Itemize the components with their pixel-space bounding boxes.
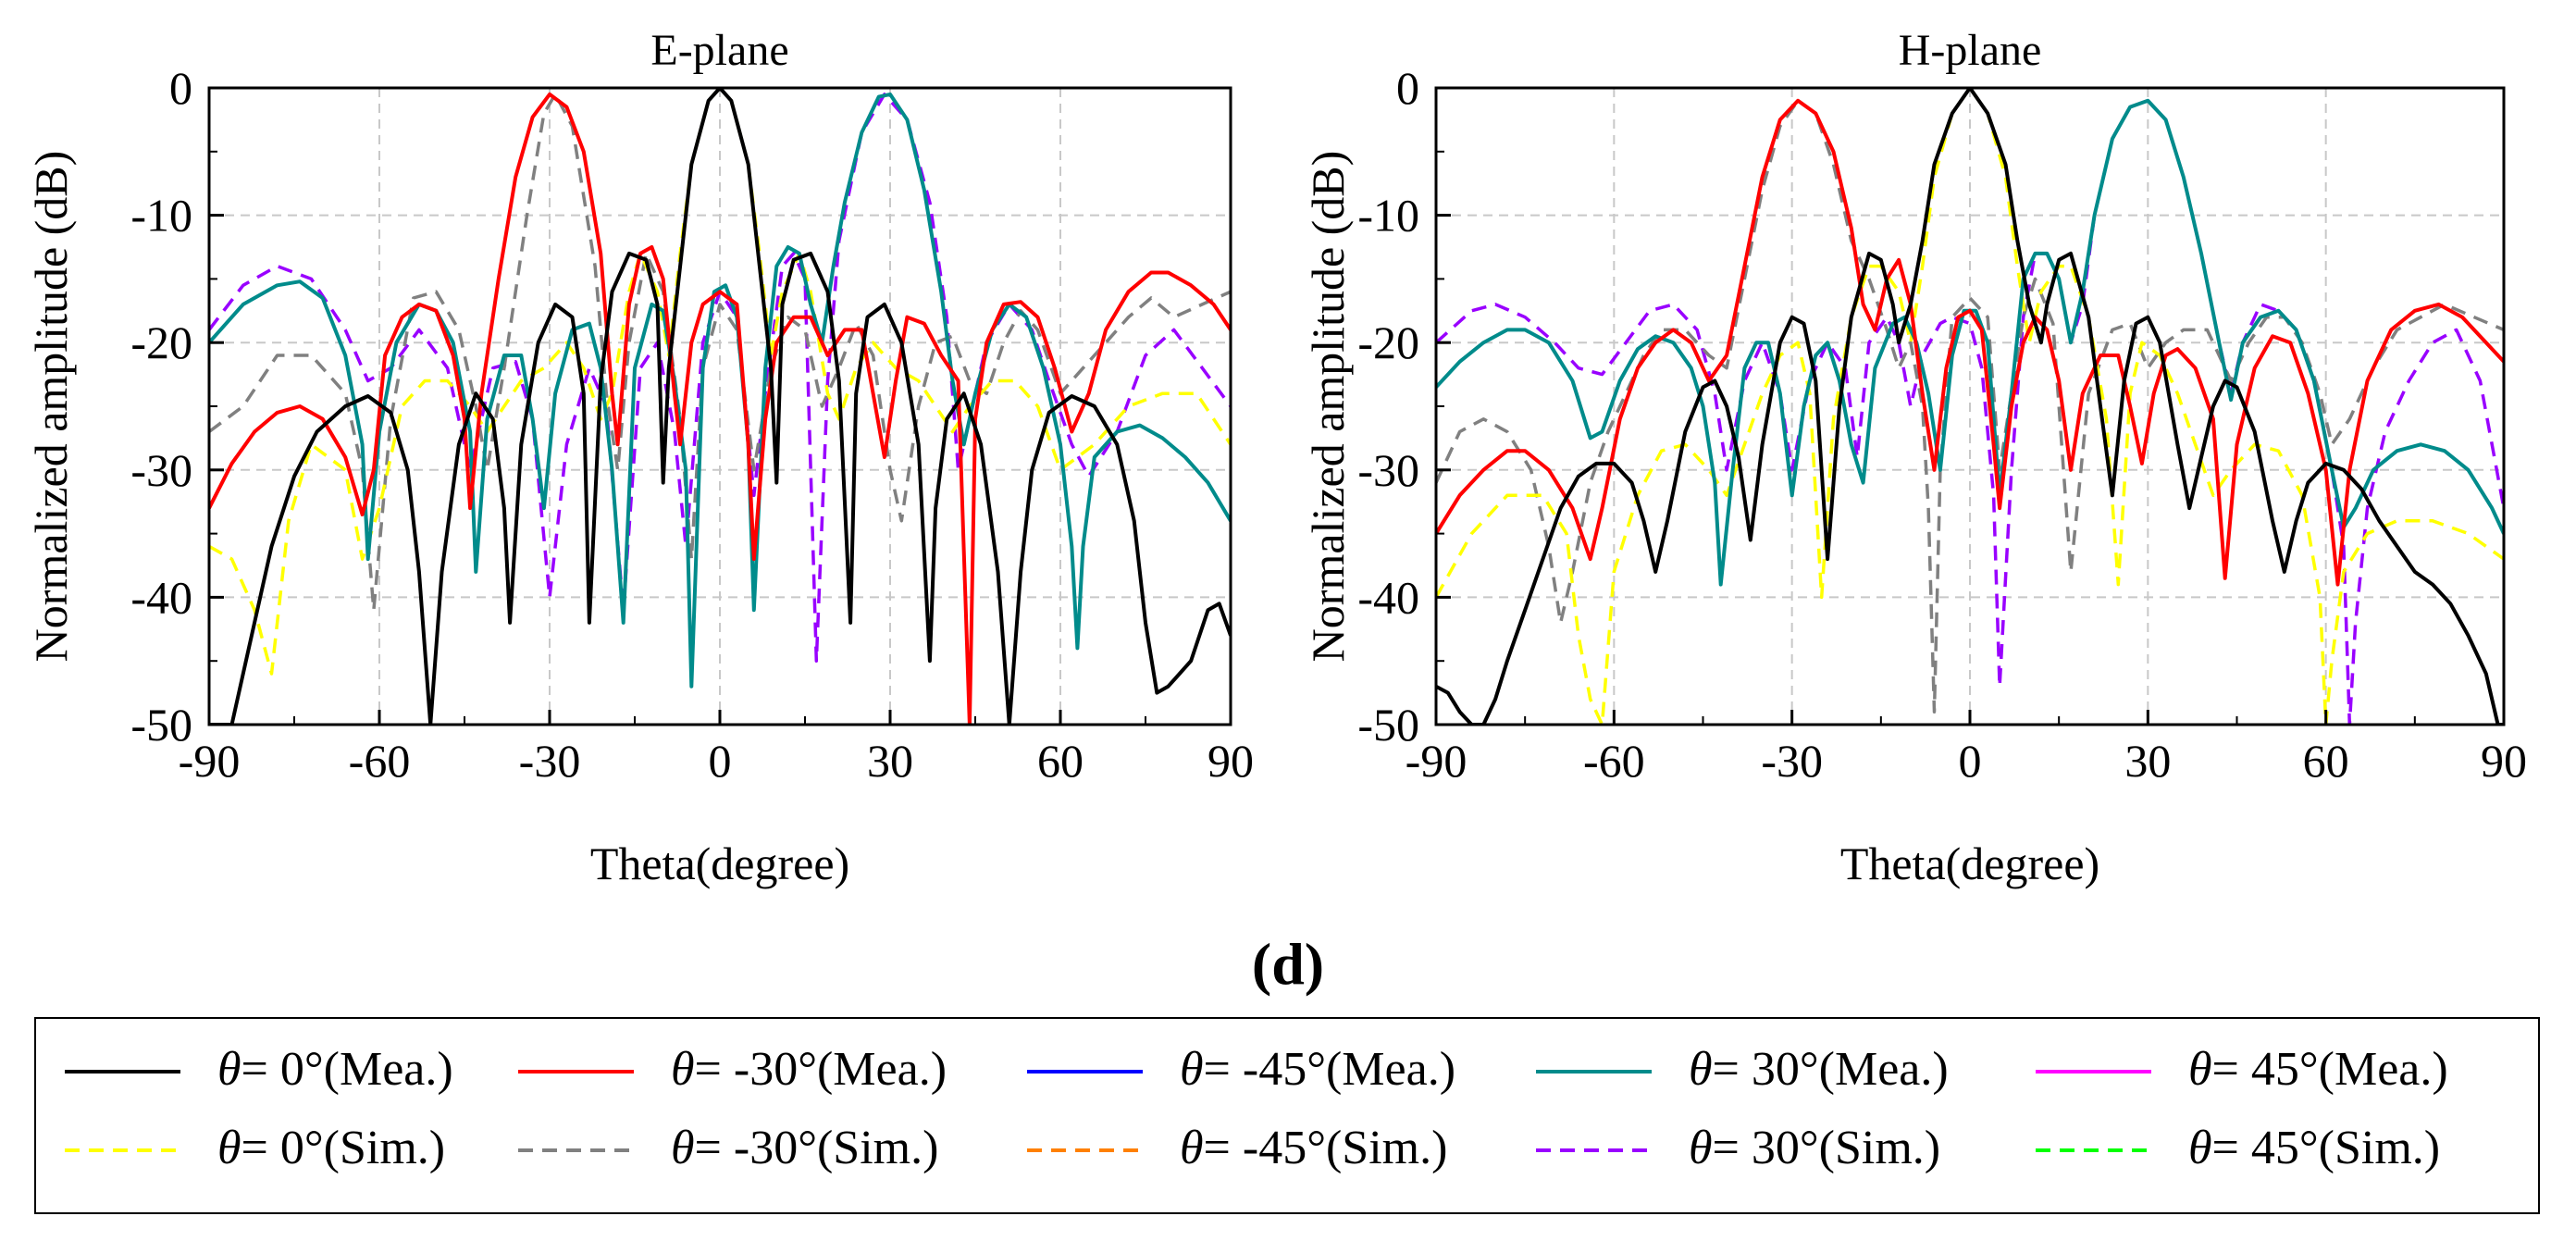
h-plane-xtick-label: 90 <box>2481 735 2527 787</box>
h-plane-ytick-label: 0 <box>1396 62 1419 114</box>
h-plane-ticks: -90 -60 -30 0 30 60 90 0 -10 -20 -30 -40 -50 <box>1357 62 2527 787</box>
h-plane-ytick-label: -40 <box>1357 571 1419 623</box>
e-plane-ytick-label: -20 <box>130 316 192 368</box>
legend-label-sim-m45: θ= -45°(Sim.) <box>1180 1122 1447 1174</box>
h-plane-title: H-plane <box>1899 26 2042 75</box>
legend-label-mea-m30: θ= -30°(Mea.) <box>671 1043 947 1096</box>
h-plane-ytick-label: -10 <box>1357 190 1419 242</box>
h-plane-series-sim-0 <box>1436 88 2504 725</box>
e-plane-series-mea-m30 <box>209 92 1231 725</box>
e-plane-ticks: -90 -60 -30 0 30 60 90 0 -10 -20 -30 -40 -50 <box>130 62 1254 787</box>
h-plane-series-mea-m30 <box>1436 98 2504 587</box>
legend-label-sim-0: θ= 0°(Sim.) <box>217 1122 445 1174</box>
h-plane-xtick-label: -30 <box>1761 735 1823 787</box>
e-plane-xtick-label: 90 <box>1208 735 1254 787</box>
e-plane-title: E-plane <box>650 26 788 75</box>
e-plane-xtick-label: -30 <box>519 735 581 787</box>
e-plane-xlabel: Theta(degree) <box>590 838 849 889</box>
legend-label-mea-45: θ= 45°(Mea.) <box>2188 1043 2448 1096</box>
e-plane-ytick-label: -50 <box>130 699 192 751</box>
h-plane-chart: -90 -60 -30 0 30 60 90 0 -10 -20 -30 -40 -50 H-plane… <box>1302 26 2527 889</box>
e-plane-xtick-label: 60 <box>1037 735 1084 787</box>
h-plane-xlabel: Theta(degree) <box>1840 838 2099 889</box>
legend-label-sim-m30: θ= -30°(Sim.) <box>671 1122 938 1174</box>
e-plane-ytick-label: 0 <box>169 62 192 114</box>
legend-label-mea-m45: θ= -45°(Mea.) <box>1180 1043 1455 1096</box>
legend-label-mea-30: θ= 30°(Mea.) <box>1689 1043 1949 1096</box>
panel-label: (d) <box>1252 931 1324 997</box>
legend-label-mea-0: θ= 0°(Mea.) <box>217 1043 453 1096</box>
legend-box <box>34 1017 2540 1214</box>
h-plane-xtick-label: -60 <box>1583 735 1645 787</box>
e-plane-ytick-label: -40 <box>130 571 192 623</box>
h-plane-series-mea-30 <box>1436 98 2504 587</box>
h-plane-series-sim-30 <box>1436 99 2504 725</box>
legend-label-sim-45: θ= 45°(Sim.) <box>2188 1122 2440 1174</box>
e-plane-xtick-label: -90 <box>179 735 241 787</box>
e-plane-series-mea-0 <box>209 88 1231 725</box>
h-plane-xtick-label: 0 <box>1959 735 1982 787</box>
legend-label-sim-30: θ= 30°(Sim.) <box>1689 1122 1940 1174</box>
e-plane-ylabel: Normalized amplitude (dB) <box>25 151 77 663</box>
h-plane-series-mea-0 <box>1436 88 2504 725</box>
e-plane-chart: -90 -60 -30 0 30 60 90 0 -10 -20 -30 -40 -50 E-plane… <box>25 26 1254 889</box>
h-plane-xtick-label: 30 <box>2124 735 2171 787</box>
e-plane-xtick-label: -60 <box>349 735 411 787</box>
h-plane-ytick-label: -50 <box>1357 699 1419 751</box>
h-plane-series-group <box>1436 88 2504 725</box>
e-plane-series-group <box>209 88 1231 725</box>
e-plane-series-sim-30 <box>209 93 1231 663</box>
h-plane-ytick-label: -30 <box>1357 444 1419 496</box>
e-plane-xtick-label: 30 <box>867 735 913 787</box>
legend: θ= 0°(Mea.) θ= -30°(Mea.) θ= -45°(Mea.) θ= … <box>34 1017 2540 1214</box>
e-plane-ytick-label: -30 <box>130 444 192 496</box>
h-plane-ytick-label: -20 <box>1357 316 1419 368</box>
h-plane-ylabel: Normalized amplitude (dB) <box>1302 151 1354 663</box>
e-plane-ytick-label: -10 <box>130 190 192 242</box>
h-plane-xtick-label: -90 <box>1406 735 1468 787</box>
h-plane-xtick-label: 60 <box>2303 735 2349 787</box>
e-plane-xtick-label: 0 <box>709 735 732 787</box>
legend-items: θ= 0°(Mea.) θ= -30°(Mea.) θ= -45°(Mea.) θ= … <box>65 1043 2448 1174</box>
